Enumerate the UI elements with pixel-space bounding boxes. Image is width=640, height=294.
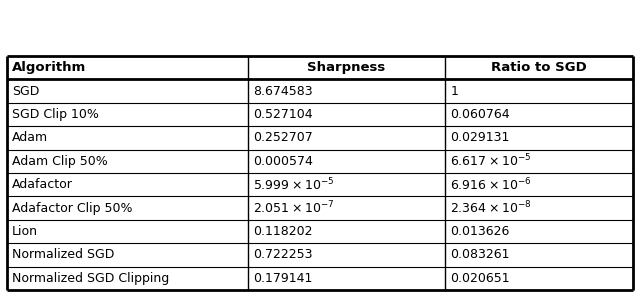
- Text: 0.060764: 0.060764: [450, 108, 510, 121]
- Text: 0.527104: 0.527104: [253, 108, 312, 121]
- Text: Adafactor Clip 50%: Adafactor Clip 50%: [12, 202, 132, 215]
- Text: $2.051 \times 10^{-7}$: $2.051 \times 10^{-7}$: [253, 200, 334, 216]
- Text: 0.000574: 0.000574: [253, 155, 313, 168]
- Text: 0.083261: 0.083261: [450, 248, 509, 261]
- Text: Normalized SGD: Normalized SGD: [12, 248, 115, 261]
- Text: Normalized SGD Clipping: Normalized SGD Clipping: [12, 272, 169, 285]
- Text: $5.999 \times 10^{-5}$: $5.999 \times 10^{-5}$: [253, 176, 334, 193]
- Text: Adafactor: Adafactor: [12, 178, 73, 191]
- Text: 0.722253: 0.722253: [253, 248, 312, 261]
- Text: Ratio to SGD: Ratio to SGD: [492, 61, 587, 74]
- Text: 0.029131: 0.029131: [450, 131, 509, 144]
- Text: 8.674583: 8.674583: [253, 85, 312, 98]
- Text: 0.252707: 0.252707: [253, 131, 313, 144]
- Text: $6.916 \times 10^{-6}$: $6.916 \times 10^{-6}$: [450, 176, 532, 193]
- Text: $2.364 \times 10^{-8}$: $2.364 \times 10^{-8}$: [450, 200, 532, 216]
- Text: Adam: Adam: [12, 131, 48, 144]
- Text: Adam Clip 50%: Adam Clip 50%: [12, 155, 108, 168]
- Text: 1: 1: [450, 85, 458, 98]
- Text: SGD: SGD: [12, 85, 40, 98]
- Text: 0.020651: 0.020651: [450, 272, 510, 285]
- Text: 0.179141: 0.179141: [253, 272, 312, 285]
- Text: 0.118202: 0.118202: [253, 225, 312, 238]
- Text: Lion: Lion: [12, 225, 38, 238]
- Text: Algorithm: Algorithm: [12, 61, 86, 74]
- Text: SGD Clip 10%: SGD Clip 10%: [12, 108, 99, 121]
- Text: $6.617 \times 10^{-5}$: $6.617 \times 10^{-5}$: [450, 153, 531, 170]
- Text: 0.013626: 0.013626: [450, 225, 509, 238]
- Text: Sharpness: Sharpness: [307, 61, 386, 74]
